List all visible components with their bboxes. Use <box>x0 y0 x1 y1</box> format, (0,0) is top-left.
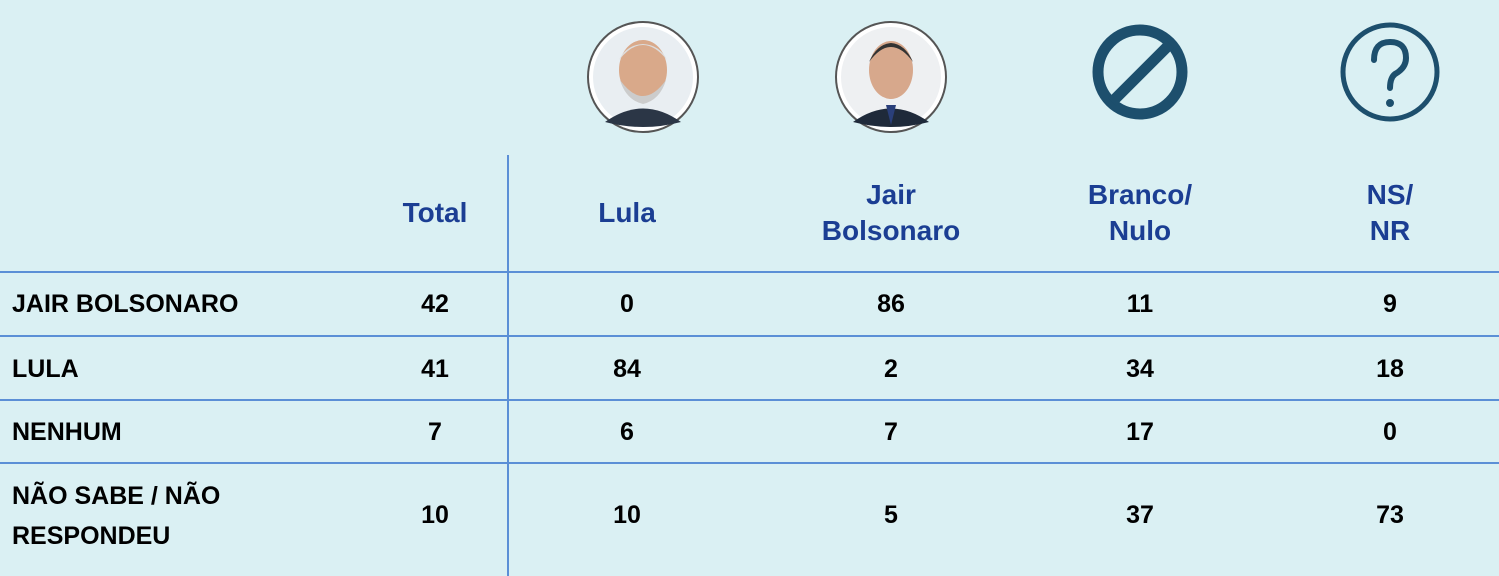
cell-value: 10 <box>613 501 641 529</box>
column-header: Branco/ <box>1088 179 1192 210</box>
column-header: NR <box>1370 215 1410 246</box>
row-label: RESPONDEU <box>12 522 170 550</box>
cell-value: 10 <box>421 501 449 529</box>
cell-value: 37 <box>1126 501 1154 529</box>
background <box>0 0 1499 576</box>
column-header: Total <box>403 197 468 228</box>
cell-value: 2 <box>884 355 898 383</box>
row-label: LULA <box>12 355 79 383</box>
table-view: Total Lula Jair Bolsonaro Branco/Nulo NS/NR JA… <box>0 0 1499 576</box>
cell-value: 9 <box>1383 290 1397 318</box>
column-header: Jair <box>866 179 916 210</box>
column-header: Bolsonaro <box>822 215 960 246</box>
column-header: Nulo <box>1109 215 1171 246</box>
cell-value: 86 <box>877 290 905 318</box>
cell-value: 6 <box>620 418 634 446</box>
cell-value: 7 <box>428 418 442 446</box>
cell-value: 84 <box>613 355 641 383</box>
cell-value: 41 <box>421 355 449 383</box>
cell-value: 7 <box>884 418 898 446</box>
column-header: NS/ <box>1367 179 1414 210</box>
cell-value: 11 <box>1127 290 1154 318</box>
cell-value: 0 <box>620 290 634 318</box>
column-header: Lula <box>598 197 656 228</box>
cell-value: 34 <box>1126 355 1154 383</box>
lula-photo <box>588 22 698 132</box>
bolsonaro-photo <box>836 22 946 132</box>
cell-value: 42 <box>421 290 449 318</box>
cell-value: 73 <box>1376 501 1404 529</box>
row-label: NENHUM <box>12 418 122 446</box>
cell-value: 0 <box>1383 418 1397 446</box>
cell-value: 5 <box>884 501 898 529</box>
row-label: NÃO SABE / NÃO <box>12 480 220 510</box>
row-label: JAIR BOLSONARO <box>12 290 238 318</box>
cell-value: 18 <box>1376 355 1404 383</box>
cell-value: 17 <box>1126 418 1154 446</box>
